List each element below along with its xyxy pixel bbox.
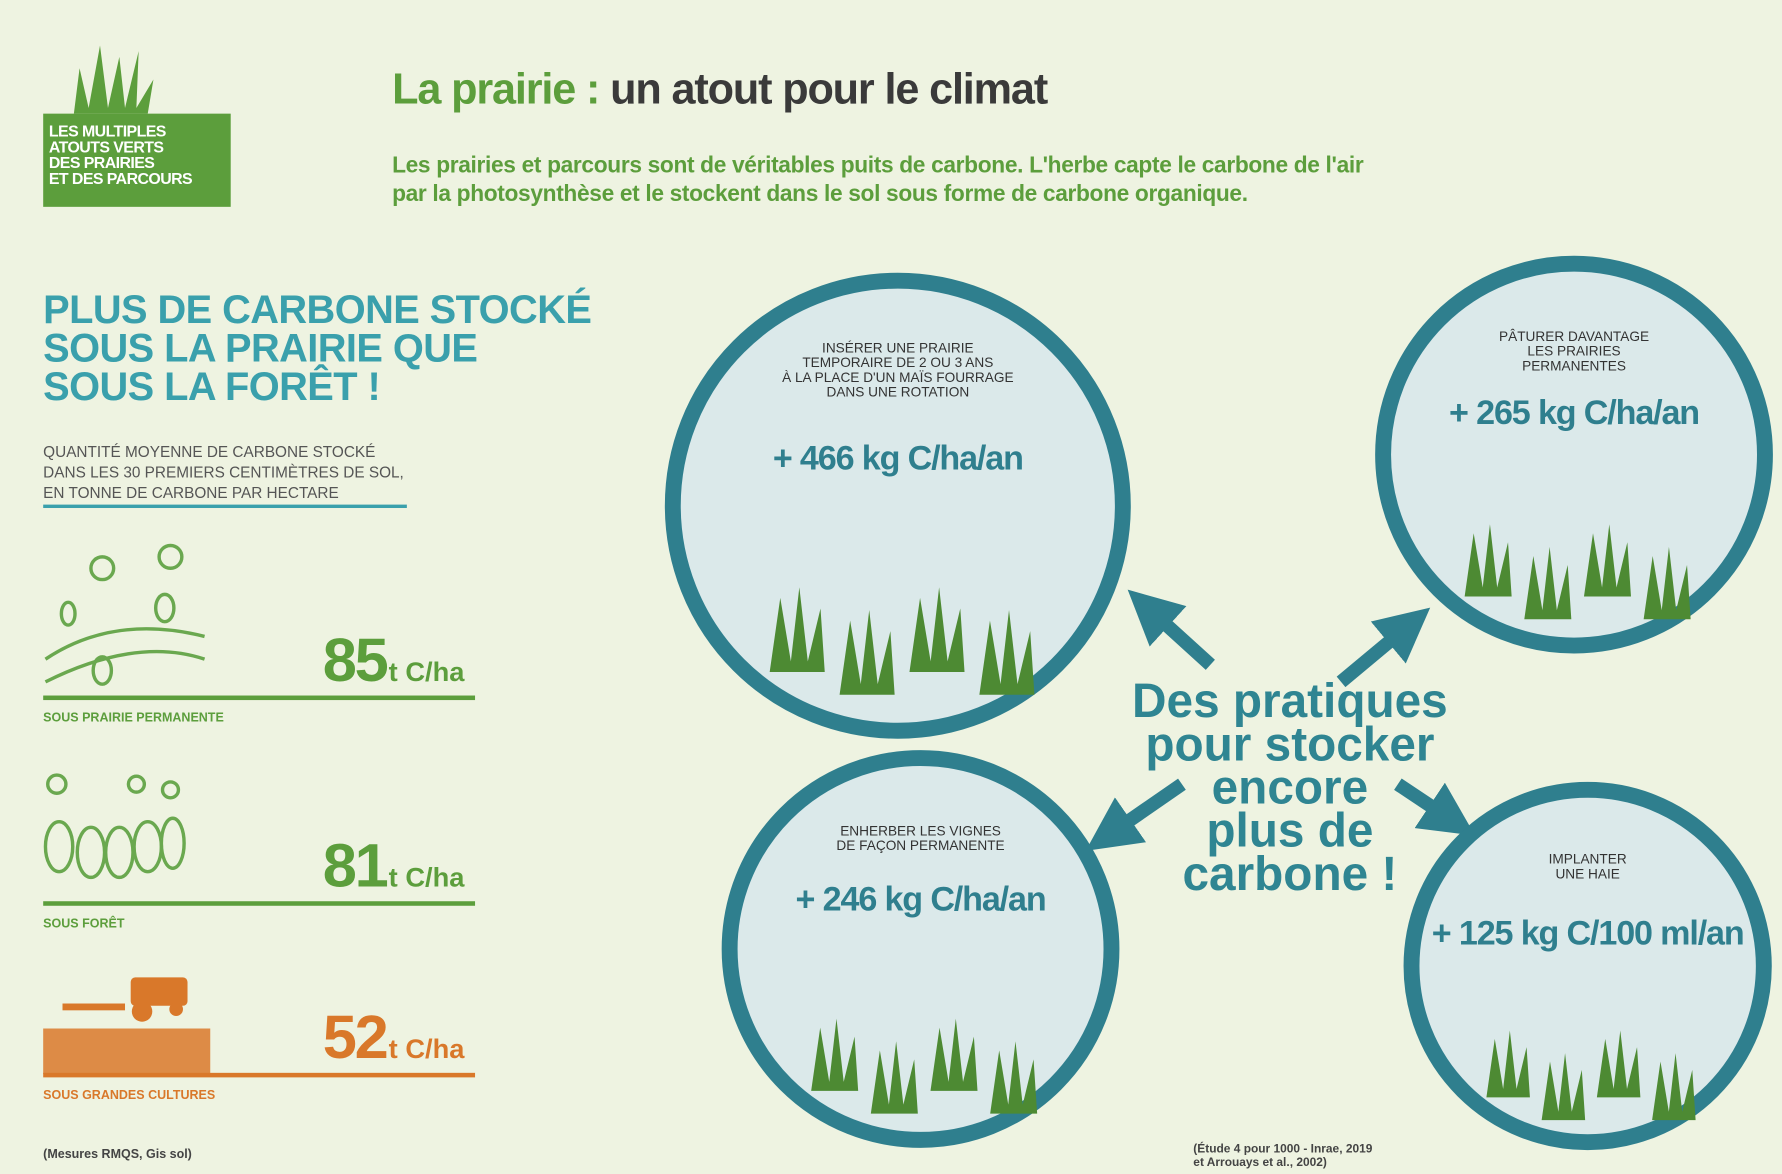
source: (Mesures RMQS, Gis sol) [43,1148,192,1162]
item-label: SOUS FORÊT [43,917,124,931]
underline [43,505,407,508]
grass [909,587,964,672]
badge-line: ATOUTS VERTS [49,139,231,155]
badge-line: DES PRAIRIES [49,155,231,171]
source-line: et Arrouays et al., 2002) [1193,1156,1372,1170]
badge-line: LES MULTIPLES [49,123,231,139]
rule [43,901,475,906]
grass [979,610,1034,695]
title: La prairie : un atout pour le climat [392,66,1047,115]
rule [43,1073,475,1078]
item-label: SOUS GRANDES CULTURES [43,1089,215,1103]
heading-line: SOUS LA PRAIRIE QUE [43,330,591,369]
value: 81 [323,835,387,896]
subtitle-line: QUANTITÉ MOYENNE DE CARBONE STOCKÉ [43,442,404,462]
grass [871,1041,918,1113]
title-highlight: La prairie : [392,66,599,114]
value: 52 [323,1007,387,1068]
unit: t C/ha [389,1034,465,1066]
grass [1644,547,1691,619]
value: 85 [323,630,387,691]
grass [1465,524,1512,596]
grass [1542,1053,1586,1120]
item-label: SOUS PRAIRIE PERMANENTE [43,711,224,725]
title-rest: un atout pour le climat [610,66,1047,114]
intro: Les prairies et parcours sont de véritab… [392,152,1363,209]
grass [930,1019,977,1091]
badge-line: ET DES PARCOURS [49,170,231,186]
grass [840,610,895,695]
intro-line: par la photosynthèse et le stockent dans… [392,181,1363,209]
grass [811,1019,858,1091]
unit: t C/ha [389,657,465,689]
heading-line: SOUS LA FORÊT ! [43,368,591,407]
grass [990,1041,1037,1113]
infographic: LES MULTIPLESATOUTS VERTSDES PRAIRIESET … [0,0,1782,1174]
illustration [665,273,1131,739]
grass [1597,1030,1641,1097]
illustration [1404,782,1772,1150]
illustration [1375,256,1773,654]
intro-line: Les prairies et parcours sont de véritab… [392,152,1363,180]
source-line: (Étude 4 pour 1000 - Inrae, 2019 [1193,1142,1372,1156]
unit: t C/ha [389,863,465,895]
grass [1584,524,1631,596]
grass [770,587,825,672]
grass [1486,1030,1530,1097]
heading-line: PLUS DE CARBONE STOCKÉ [43,291,591,330]
rule [43,696,475,701]
grass [1652,1053,1696,1120]
subtitle-line: EN TONNE DE CARBONE PAR HECTARE [43,483,404,503]
subtitle-line: DANS LES 30 PREMIERS CENTIMÈTRES DE SOL, [43,463,404,483]
illustration [722,750,1120,1148]
page: {"badge":{"lines":["LES MULTIPLES","ATOU… [0,0,1782,1174]
grass [1524,547,1571,619]
